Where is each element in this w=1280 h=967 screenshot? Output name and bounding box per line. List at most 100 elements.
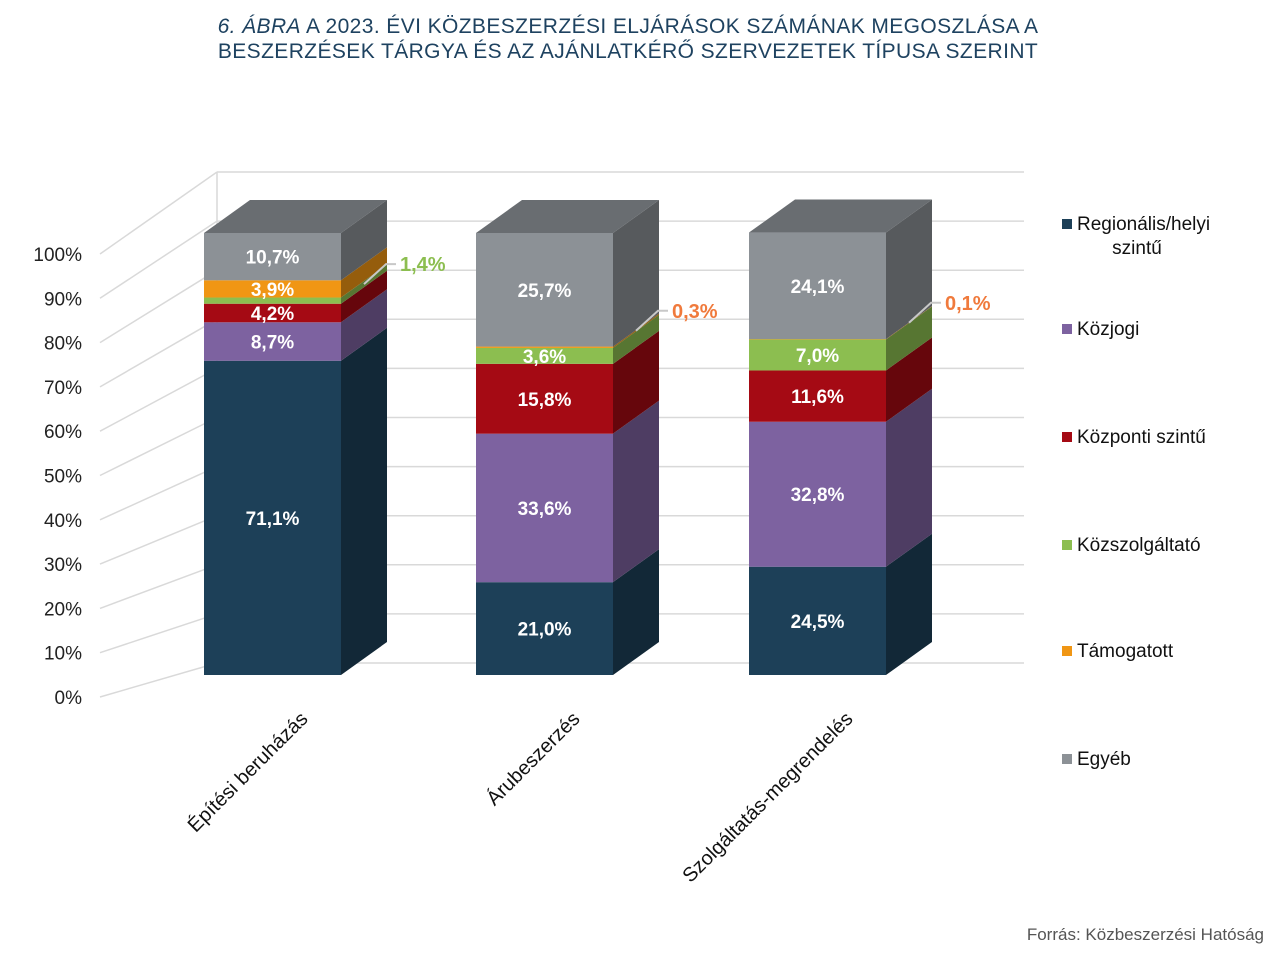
gridline-diagonal <box>99 564 218 610</box>
legend-swatch <box>1062 219 1072 229</box>
bar-segment-side <box>341 270 387 323</box>
bar-segment-side <box>613 400 659 583</box>
bar-segment-front <box>476 363 613 434</box>
gridline-diagonal <box>99 220 218 299</box>
callout-leader <box>635 309 668 332</box>
bar-top-face <box>476 200 659 233</box>
bar-segment-side <box>886 337 932 422</box>
title-text-1: A 2023. ÉVI KÖZBESZERZÉSI ELJÁRÁSOK SZÁM… <box>300 15 1039 38</box>
y-tick-label: 80% <box>44 334 82 355</box>
y-axis: 0% 10% 20% 30% 40% 50% 60% 70% 80% 90% 100% <box>33 245 82 709</box>
callout-leader <box>363 263 396 285</box>
data-label: 21,0% <box>518 620 572 641</box>
bar-segment-front <box>476 433 613 583</box>
bar-segment-side <box>886 533 932 675</box>
gridline-diagonal <box>99 367 218 432</box>
legend-swatch <box>1062 754 1072 764</box>
y-tick-label: 40% <box>44 511 82 532</box>
x-axis: Építési beruházás Árubeszerzés Szolgáltatá… <box>183 707 857 887</box>
legend-label: Központi szintű <box>1077 427 1206 448</box>
bar-segment-front <box>204 303 341 323</box>
bar-segment-side <box>341 289 387 361</box>
y-tick-label: 0% <box>55 688 83 709</box>
data-label: 24,1% <box>791 277 845 298</box>
legend-label: Regionális/helyi szintű <box>1077 214 1210 259</box>
figure-number: 6. ÁBRA <box>217 15 301 38</box>
bar-segment-front <box>749 339 886 371</box>
data-label: 7,0% <box>796 346 839 367</box>
bar-segment-front <box>749 370 886 422</box>
callout-label: 0,3% <box>672 301 718 323</box>
chart-title-line-1: 6. ÁBRA A 2023. ÉVI KÖZBESZERZÉSI ELJÁRÁ… <box>0 14 1256 39</box>
bar-segment-side <box>613 200 659 347</box>
gridline-diagonal <box>99 662 218 698</box>
bar-top-face <box>204 200 387 233</box>
bar-segment-side <box>341 200 387 281</box>
bar-top-face <box>749 199 932 233</box>
data-label: 15,8% <box>518 390 572 411</box>
bar-segment-front <box>476 346 613 348</box>
bar-segment-side <box>886 306 932 371</box>
data-label: 10,7% <box>246 248 300 269</box>
data-label: 24,5% <box>791 612 845 633</box>
bar-segment-front <box>476 347 613 364</box>
callout-leader <box>908 301 941 324</box>
bar-stack <box>749 199 932 675</box>
bar-segment-front <box>749 421 886 567</box>
bar-segment-side <box>886 388 932 567</box>
data-labels-layer: 71,1% 8,7% 4,2% 3,9% 10,7% 21,0% 33,6% 15,8% 3,6… <box>246 248 845 641</box>
data-label: 25,7% <box>518 281 572 302</box>
legend-label: Közjogi <box>1077 319 1139 340</box>
gridline-diagonal <box>99 465 218 521</box>
bar-segment-side <box>613 313 659 348</box>
y-tick-label: 60% <box>44 422 82 443</box>
legend: Regionális/helyi szintű Közjogi Központi sz… <box>1062 214 1210 770</box>
x-category-label: Árubeszerzés <box>482 707 585 810</box>
data-label: 3,6% <box>523 347 566 368</box>
y-tick-label: 50% <box>44 467 82 488</box>
legend-label: Egyéb <box>1077 749 1131 770</box>
x-category-label: Építési beruházás <box>183 707 312 836</box>
gridline-diagonal <box>99 318 218 388</box>
bars-layer <box>204 199 932 675</box>
bar-segment-front <box>204 297 341 304</box>
chart-title: 6. ÁBRA A 2023. ÉVI KÖZBESZERZÉSI ELJÁRÁ… <box>0 14 1256 64</box>
bar-segment-front <box>204 233 341 281</box>
bar-segment-side <box>613 330 659 434</box>
y-tick-label: 20% <box>44 599 82 620</box>
callout-label: 1,4% <box>400 254 446 276</box>
gridline-diagonal <box>99 416 218 477</box>
y-tick-label: 30% <box>44 555 82 576</box>
data-label: 4,2% <box>251 304 294 325</box>
callouts-layer: 1,4% 0,3% 0,1% <box>363 254 991 332</box>
gridline-diagonal <box>99 269 218 344</box>
callout-label: 0,1% <box>945 293 991 315</box>
bar-stack <box>476 200 659 675</box>
legend-swatch <box>1062 646 1072 656</box>
gridline-diagonal <box>99 515 218 565</box>
legend-label: Támogatott <box>1077 641 1174 662</box>
bar-segment-front <box>204 360 341 675</box>
gridline-diagonal <box>99 171 218 255</box>
legend-swatch <box>1062 540 1072 550</box>
bar-segment-front <box>476 233 613 347</box>
bar-segment-front <box>476 582 613 675</box>
bar-segment-side <box>886 199 932 340</box>
source-note: Forrás: Közbeszerzési Hatóság <box>1026 925 1264 944</box>
bar-segment-side <box>613 549 659 675</box>
data-label: 71,1% <box>246 509 300 530</box>
bar-segment-front <box>204 280 341 298</box>
x-category-label: Szolgáltatás-megrendelés <box>678 708 857 887</box>
data-label: 32,8% <box>791 485 845 506</box>
chart-title-line-2: BESZERZÉSEK TÁRGYA ÉS AZ AJÁNLATKÉRŐ SZE… <box>217 40 1039 63</box>
bar-stack <box>204 200 387 675</box>
y-tick-label: 10% <box>44 644 82 665</box>
y-tick-label: 90% <box>44 289 82 310</box>
data-label: 3,9% <box>251 280 294 301</box>
y-tick-label: 100% <box>33 245 82 266</box>
bar-segment-side <box>341 327 387 675</box>
data-label: 33,6% <box>518 499 572 520</box>
bar-segment-front <box>749 232 886 340</box>
y-tick-label: 70% <box>44 378 82 399</box>
bar-segment-side <box>341 247 387 298</box>
